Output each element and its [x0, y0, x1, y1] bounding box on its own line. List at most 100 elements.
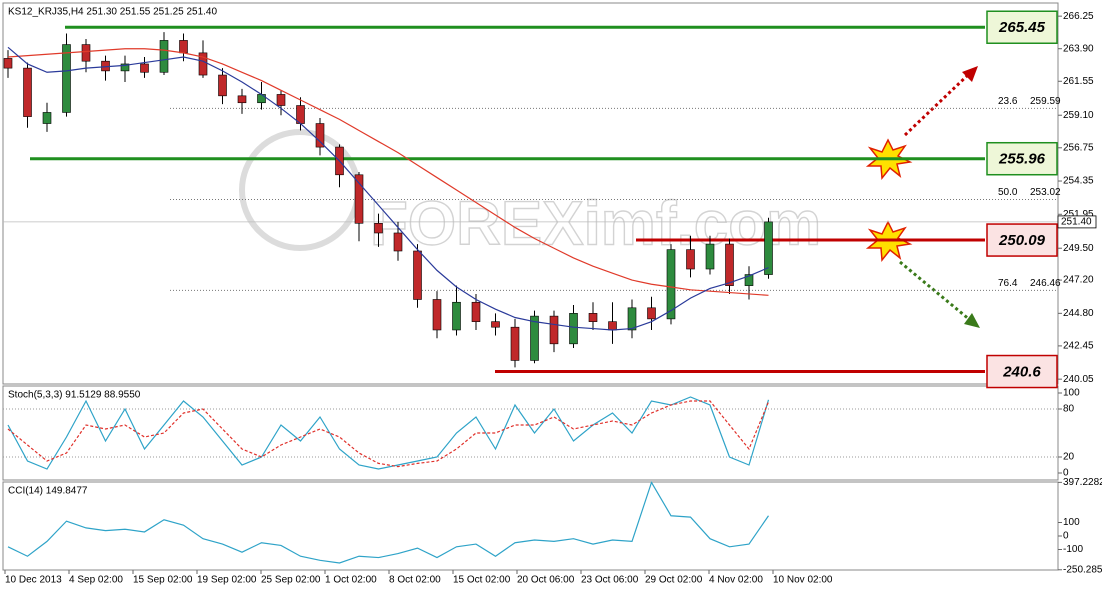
x-tick-label: 10 Nov 02:00	[773, 575, 833, 586]
level-label: 255.96	[998, 151, 1046, 168]
candle-body	[413, 250, 422, 300]
level-box	[986, 223, 1058, 257]
x-tick-label: 19 Sep 02:00	[197, 575, 257, 586]
candle-body	[491, 321, 500, 328]
candle-body	[452, 301, 461, 331]
candle-body	[764, 221, 773, 275]
y-tick-label: 240.05	[1063, 374, 1094, 385]
stoch-panel	[2, 385, 1059, 481]
fib-value: 259.59	[1030, 96, 1061, 107]
fib-value: 246.46	[1030, 278, 1061, 289]
candle-body	[159, 40, 169, 73]
candle-body	[471, 301, 481, 322]
x-tick-label: 10 Dec 2013	[5, 575, 62, 586]
up-arrow	[903, 71, 972, 137]
down-arrow-head	[964, 313, 980, 328]
stoch-title: Stoch(5,3,3) 91.5129 88.9550	[8, 390, 141, 401]
candle-body	[179, 40, 188, 54]
y-tick-label: 249.50	[1063, 243, 1094, 254]
candle-body	[608, 321, 617, 331]
last-price-box	[1057, 215, 1097, 229]
candle-body	[549, 315, 559, 345]
y-tick-label: 256.75	[1063, 142, 1094, 153]
series-line	[7, 46, 769, 331]
level-box	[986, 354, 1058, 389]
candle-body	[705, 243, 715, 270]
level-label: 250.09	[998, 232, 1046, 249]
level-label: 265.45	[998, 19, 1046, 36]
level-box	[986, 10, 1058, 44]
candle-body	[140, 63, 149, 73]
watermark: FOREXimf.com	[370, 189, 821, 258]
candle-body	[393, 232, 403, 252]
x-tick-label: 29 Oct 02:00	[645, 575, 703, 586]
series-line	[7, 400, 770, 468]
candle-body	[257, 94, 266, 104]
series-line	[7, 48, 769, 296]
fib-ratio: 23.6	[998, 96, 1018, 107]
y-tick-label: 100	[1063, 517, 1080, 528]
level-box	[986, 141, 1058, 176]
y-tick-label: 261.55	[1063, 76, 1094, 87]
candle-body	[666, 249, 676, 320]
candle-body	[647, 307, 656, 320]
y-tick-label: 254.35	[1063, 176, 1094, 187]
candle-body	[276, 94, 286, 106]
y-tick-label: 251.95	[1063, 209, 1094, 220]
candle-body	[432, 299, 442, 331]
candle-body	[510, 326, 520, 361]
candle-body	[23, 67, 32, 117]
candle-body	[81, 44, 91, 62]
y-tick-label: 242.45	[1063, 341, 1094, 352]
y-tick-label: 0	[1063, 531, 1069, 542]
fib-ratio: 50.0	[998, 187, 1018, 198]
x-tick-label: 1 Oct 02:00	[325, 575, 377, 586]
x-tick-label: 8 Oct 02:00	[389, 575, 441, 586]
candle-body	[42, 112, 52, 124]
y-tick-label: 247.20	[1063, 275, 1094, 286]
candle-body	[237, 95, 247, 104]
candle-body	[374, 222, 383, 234]
cci-title: CCI(14) 149.8477	[8, 486, 88, 497]
y-tick-label: 397.2282	[1063, 477, 1102, 488]
fib-ratio: 76.4	[998, 278, 1018, 289]
candle-body	[588, 313, 598, 322]
x-tick-label: 20 Oct 06:00	[517, 575, 575, 586]
candle-body	[627, 307, 637, 331]
y-tick-label: 80	[1063, 404, 1075, 415]
chart-title: KS12_KRJ35,H4 251.30 251.55 251.25 251.4…	[8, 7, 217, 18]
candle-body	[120, 63, 130, 72]
y-tick-label: 263.90	[1063, 43, 1094, 54]
y-tick-label: 266.25	[1063, 11, 1094, 22]
series-line	[7, 396, 770, 470]
series-line	[7, 480, 769, 564]
y-tick-label: -100	[1063, 544, 1083, 555]
y-tick-label: 100	[1063, 388, 1080, 399]
candle-body	[686, 249, 695, 270]
candle-body	[744, 274, 754, 286]
last-price-label: 251.40	[1061, 217, 1092, 228]
x-tick-label: 15 Oct 02:00	[453, 575, 511, 586]
y-tick-label: -250.2851	[1063, 564, 1102, 575]
x-tick-label: 23 Oct 06:00	[581, 575, 639, 586]
y-tick-label: 0	[1063, 468, 1069, 479]
candle-body	[530, 315, 539, 361]
x-tick-label: 4 Sep 02:00	[69, 575, 123, 586]
y-tick-label: 244.80	[1063, 308, 1094, 319]
candle-body	[569, 313, 578, 345]
candle-body	[3, 58, 13, 69]
candle-body	[218, 74, 227, 97]
x-tick-label: 15 Sep 02:00	[133, 575, 193, 586]
y-tick-label: 259.10	[1063, 110, 1094, 121]
candle-body	[198, 52, 208, 76]
x-tick-label: 25 Sep 02:00	[261, 575, 321, 586]
up-arrow-head	[962, 66, 978, 82]
y-tick-label: 20	[1063, 452, 1075, 463]
candle-body	[315, 123, 325, 148]
level-label: 240.6	[1002, 363, 1041, 380]
fib-value: 253.02	[1030, 187, 1061, 198]
candle-body	[354, 174, 364, 224]
candle-body	[62, 44, 71, 113]
cci-panel	[2, 481, 1059, 571]
